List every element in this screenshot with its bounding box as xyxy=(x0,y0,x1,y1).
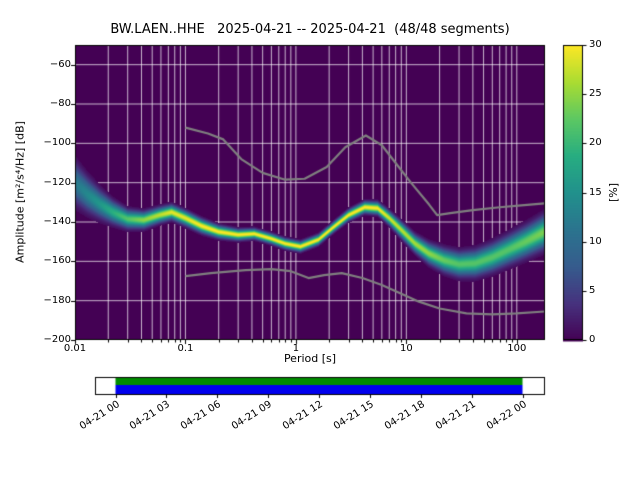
x-tick-label: 10 xyxy=(399,343,413,354)
y-tick-label: −100 xyxy=(43,137,71,149)
colorbar-tick-label: 10 xyxy=(589,235,602,247)
y-tick-label: −80 xyxy=(49,98,71,109)
colorbar-label: [%] xyxy=(607,182,621,203)
colorbar-tick-label: 20 xyxy=(589,137,602,149)
y-tick-label: −160 xyxy=(43,255,71,267)
y-tick-label: −200 xyxy=(43,334,71,345)
colorbar-tick-label: 30 xyxy=(589,39,602,50)
colorbar-tick-label: 15 xyxy=(589,186,602,198)
y-tick-label: −180 xyxy=(43,294,71,306)
colorbar-tick-label: 25 xyxy=(589,88,602,100)
y-tick-label: −60 xyxy=(49,58,71,70)
x-tick-label: 0.1 xyxy=(177,343,194,354)
x-axis-label: Period [s] xyxy=(283,352,337,365)
x-tick-label: 1 xyxy=(292,343,300,354)
y-tick-label: −140 xyxy=(43,216,71,227)
x-tick-label: 0.01 xyxy=(63,343,87,354)
colorbar-tick-label: 0 xyxy=(589,334,596,345)
x-tick-label: 100 xyxy=(507,343,527,354)
y-tick-label: −120 xyxy=(43,176,71,188)
colorbar-tick-label: 5 xyxy=(589,284,596,296)
plot-title: BW.LAEN..HHE 2025-04-21 -- 2025-04-21 (4… xyxy=(110,22,510,37)
y-axis-label: Amplitude [m²/s⁴/Hz] [dB] xyxy=(13,121,27,263)
